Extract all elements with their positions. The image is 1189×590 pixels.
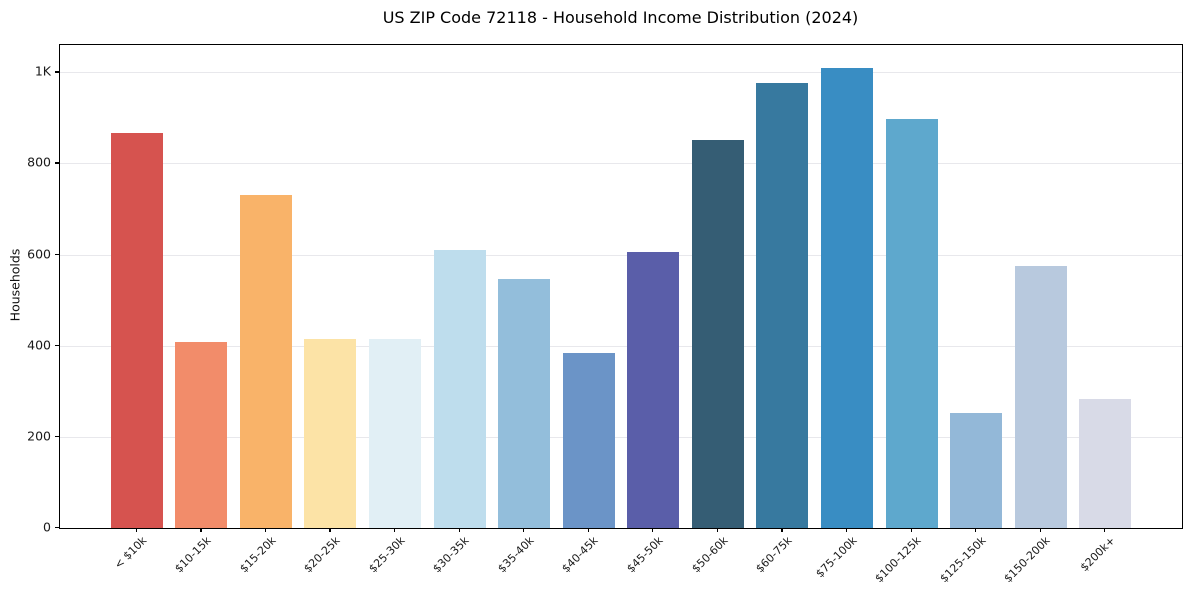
bar xyxy=(820,67,873,528)
x-tick-label: $10-15k xyxy=(172,534,214,576)
bar xyxy=(562,353,615,528)
x-tick-mark xyxy=(781,528,783,532)
x-tick-mark xyxy=(523,528,525,532)
bar xyxy=(627,252,680,528)
y-axis-label: Households xyxy=(7,248,23,322)
x-tick-label: $20-25k xyxy=(301,534,343,576)
x-tick-label: $40-45k xyxy=(559,534,601,576)
x-tick-mark xyxy=(652,528,654,532)
x-tick-label: $150-200k xyxy=(1001,534,1053,586)
bar xyxy=(110,133,163,528)
y-tick-mark xyxy=(55,344,59,346)
bar xyxy=(885,118,938,528)
bar xyxy=(498,279,551,528)
x-tick-mark xyxy=(329,528,331,532)
gridline xyxy=(60,254,1182,256)
x-tick-label: < $10k xyxy=(111,534,150,572)
bar xyxy=(1014,265,1067,528)
y-tick-label: 600 xyxy=(27,246,51,262)
x-tick-label: $15-20k xyxy=(236,534,279,576)
x-tick-mark xyxy=(264,528,267,532)
x-tick-mark xyxy=(1104,528,1106,532)
y-tick-mark xyxy=(55,162,59,164)
bar xyxy=(175,342,228,528)
y-tick-label: 400 xyxy=(27,337,51,353)
gridline xyxy=(60,163,1182,165)
x-tick-mark xyxy=(200,528,202,532)
y-tick-mark xyxy=(55,71,59,73)
x-tick-label: $60-75k xyxy=(753,534,795,576)
gridline xyxy=(60,72,1182,74)
x-tick-label: $35-40k xyxy=(495,534,537,576)
x-tick-mark xyxy=(394,528,396,532)
x-tick-mark xyxy=(135,528,137,532)
bar xyxy=(950,412,1003,528)
x-tick-mark xyxy=(458,528,460,532)
bar xyxy=(1079,398,1132,528)
x-tick-mark xyxy=(975,528,977,532)
x-tick-label: $100-125k xyxy=(872,534,924,586)
x-tick-label: $50-60k xyxy=(688,534,731,576)
chart-title: US ZIP Code 72118 - Household Income Dis… xyxy=(382,8,859,27)
x-tick-label: $45-50k xyxy=(624,534,666,576)
gridline xyxy=(60,436,1182,438)
bar xyxy=(304,339,357,528)
bar xyxy=(691,140,744,528)
bar xyxy=(433,250,486,528)
y-tick-label: 0 xyxy=(43,519,51,535)
bar xyxy=(239,194,292,528)
x-tick-mark xyxy=(845,528,848,532)
y-tick-label: 1K xyxy=(34,63,51,79)
bar xyxy=(756,83,809,528)
x-tick-mark xyxy=(587,528,589,532)
x-tick-mark xyxy=(1039,528,1041,532)
y-tick-mark xyxy=(55,435,59,438)
x-tick-label: $200k+ xyxy=(1077,534,1118,575)
y-tick-mark xyxy=(55,253,59,255)
y-tick-label: 200 xyxy=(27,428,51,444)
x-tick-label: $125-150k xyxy=(937,534,989,586)
y-tick-mark xyxy=(55,527,59,529)
bar xyxy=(369,338,422,528)
x-tick-mark xyxy=(716,528,719,532)
y-tick-label: 800 xyxy=(27,154,51,170)
plot-area xyxy=(59,44,1183,529)
x-tick-label: $30-35k xyxy=(430,534,472,576)
gridline xyxy=(60,345,1182,347)
x-tick-label: $25-30k xyxy=(365,534,408,576)
x-tick-label: $75-100k xyxy=(812,534,860,581)
x-tick-mark xyxy=(910,528,912,532)
